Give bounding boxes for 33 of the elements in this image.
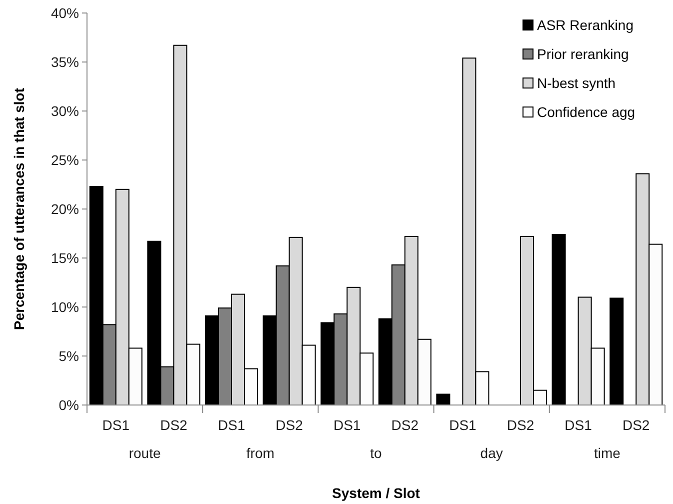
legend-label: N-best synth — [537, 75, 616, 91]
x-tick-label: DS1 — [218, 417, 246, 433]
y-tick-label: 40% — [50, 4, 79, 21]
y-tick-label: 15% — [50, 250, 79, 266]
y-tick-label: 20% — [50, 200, 79, 217]
text: to — [370, 445, 382, 461]
text: time — [594, 445, 621, 461]
bar — [552, 234, 566, 406]
x-tick-label: DS2 — [622, 417, 650, 433]
legend-label: ASR Reranking — [537, 17, 634, 33]
y-tick-label: 35% — [50, 54, 79, 70]
x-tick-label: DS2 — [276, 417, 304, 433]
x-tick-label: DS1 — [102, 417, 130, 433]
x-tick-label: DS2 — [391, 417, 419, 433]
y-tick-label: 10% — [50, 298, 79, 315]
legend-label: Prior reranking — [537, 46, 629, 62]
y-tick-label: 30% — [50, 102, 79, 119]
bar — [436, 394, 450, 406]
x-tick-label: DS1 — [449, 417, 477, 433]
x-tick-label: DS1 — [564, 417, 592, 433]
x-tick-label: DS2 — [160, 417, 188, 433]
text: from — [246, 445, 274, 461]
y-axis-title: Percentage of utterances in that slot — [11, 88, 27, 330]
bar — [610, 298, 624, 406]
text: route — [128, 445, 161, 461]
y-tick-label: 5% — [58, 348, 79, 364]
x-axis-title: System / Slot — [332, 485, 420, 501]
y-tick-label: 25% — [50, 152, 79, 168]
y-tick-label: 0% — [58, 396, 79, 413]
x-tick-label: DS2 — [506, 417, 534, 433]
x-tick-label: DS1 — [333, 417, 361, 433]
text: day — [480, 445, 503, 461]
legend-label: Confidence agg — [537, 104, 636, 120]
